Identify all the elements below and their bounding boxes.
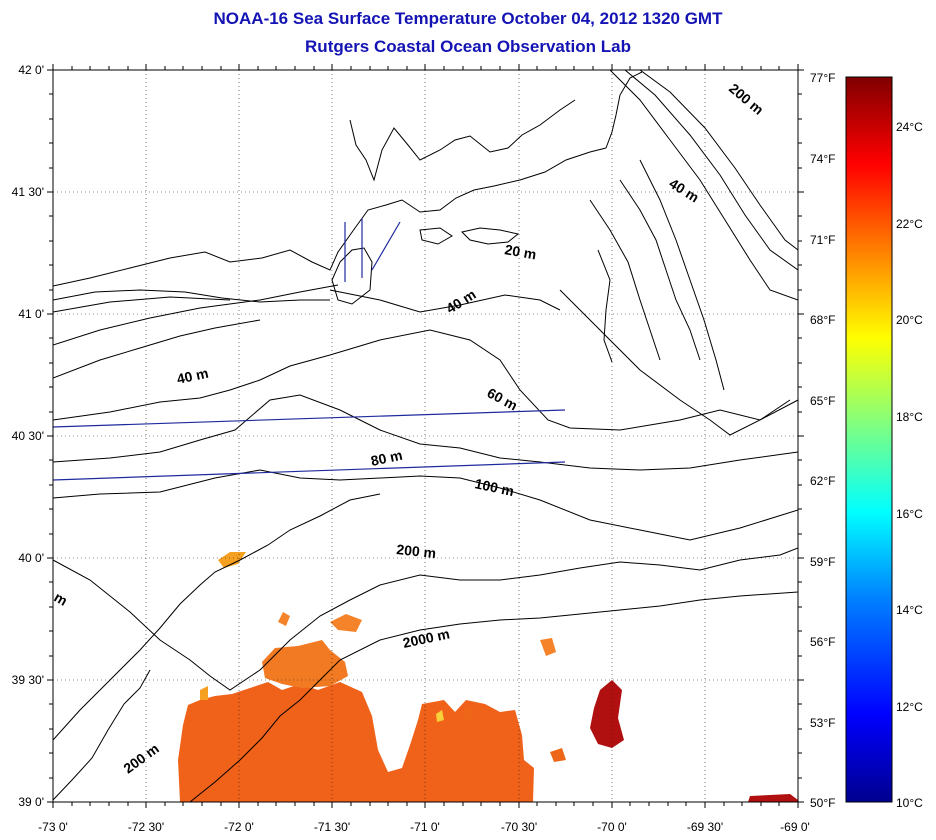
longitude-labels: -73 0' -72 30' -72 0' -71 30' -71 0' -70… [38,820,810,834]
lon-tick-label: -73 0' [38,820,68,834]
depth-label-40m-west: 40 m [175,365,210,387]
depth-label-60m: 60 m [485,385,521,414]
bathymetry-contours [53,70,798,802]
sst-patch-small-2 [330,614,362,632]
fahrenheit-tick-label: 74°F [810,152,835,166]
transect-lines [52,218,566,481]
shoals-east-3 [639,159,725,391]
lon-tick-label: -69 0' [780,820,810,834]
contour-100m [53,469,798,541]
contour-200m-shelf [53,547,798,691]
fahrenheit-tick-label: 59°F [810,555,835,569]
sst-patch-shelf [218,552,246,568]
lon-tick-label: -72 30' [128,820,164,834]
celsius-tick-label: 24°C [896,120,923,134]
lat-tick-label: 39 30' [12,673,44,687]
lat-tick-label: 42 0' [18,63,44,77]
contour-60m [53,329,798,431]
fahrenheit-tick-label: 56°F [810,635,835,649]
lat-tick-label: 41 30' [12,185,44,199]
sst-patch-small-5 [550,748,566,762]
contour-2000m [189,591,798,802]
lon-tick-label: -71 30' [314,820,350,834]
sst-patch-northern [262,640,348,688]
contour-40m-arm-2 [53,319,261,379]
map-subtitle: Rutgers Coastal Ocean Observation Lab [305,37,631,56]
sst-patch-yellow [436,710,444,722]
shoals-east-2 [619,179,701,361]
frame-ticks [47,64,804,808]
depth-label-80m: 80 m [369,447,404,469]
sst-patch-small-4 [462,706,474,722]
celsius-tick-label: 12°C [896,700,923,714]
shoals-east-4 [597,249,613,363]
sst-patch-small-3 [540,638,556,656]
depth-label-40m-mid: 40 m [443,286,479,316]
depth-label-100m: 100 m [473,475,515,499]
latitude-labels: 42 0' 41 30' 41 0' 40 30' 40 0' 39 30' 3… [12,63,44,809]
celsius-tick-label: 16°C [896,507,923,521]
fahrenheit-tick-label: 65°F [810,394,835,408]
sst-patch-eastern-warm [590,680,624,748]
celsius-tick-label: 14°C [896,603,923,617]
fahrenheit-tick-label: 68°F [810,313,835,327]
fahrenheit-labels: 77°F 74°F 71°F 68°F 65°F 62°F 59°F 56°F … [810,71,835,810]
celsius-tick-label: 18°C [896,410,923,424]
contour-deep-sw [53,669,151,801]
contour-40m-arm [53,284,339,346]
depth-label-20m: 20 m [503,241,537,262]
contour-40m-east [559,289,791,436]
lat-tick-label: 39 0' [18,795,44,809]
sst-patch-small-6 [200,686,208,700]
fahrenheit-tick-label: 77°F [810,71,835,85]
celsius-tick-label: 22°C [896,217,923,231]
fahrenheit-tick-label: 62°F [810,474,835,488]
depth-label-group: 200 m 40 m 20 m 40 m 40 m 60 m 80 m 100 … [52,80,767,776]
contour-200m-ne-1 [609,70,798,301]
lon-tick-label: -72 0' [224,820,254,834]
celsius-labels: 24°C 22°C 20°C 18°C 16°C 14°C 12°C 10°C [896,120,923,810]
contour-200m-ne-2 [624,70,798,271]
shoals-east-1 [589,199,661,361]
contour-200m-ne-3 [639,70,798,251]
coastline-north [349,99,576,182]
sst-data-layer [178,552,798,802]
celsius-tick-label: 10°C [896,796,923,810]
sst-patch-se-corner [748,794,798,802]
lat-tick-label: 41 0' [18,307,44,321]
sst-patch-small-1 [278,612,290,626]
contour-80m [53,394,798,471]
map-title: NOAA-16 Sea Surface Temperature October … [213,9,723,28]
islands-martha [419,227,453,245]
depth-label-2000m: 2000 m [401,625,451,651]
lat-tick-label: 40 0' [18,551,44,565]
contour-200m-sw [53,493,381,741]
contour-40m-mid [329,289,561,313]
fahrenheit-tick-label: 71°F [810,233,835,247]
sst-patch-main [178,682,534,802]
islands-nantucket [461,227,520,245]
island-block [331,247,373,305]
lat-tick-label: 40 30' [12,429,44,443]
fahrenheit-tick-label: 53°F [810,716,835,730]
coastline-south [53,147,607,287]
cape-cod [605,71,643,149]
long-island-south [53,296,231,313]
lon-tick-label: -70 0' [597,820,627,834]
celsius-tick-label: 20°C [896,313,923,327]
depth-label-m-edge: m [52,589,71,609]
long-island-north [53,289,330,303]
map-grid [53,70,798,802]
lon-tick-label: -69 30' [687,820,723,834]
fahrenheit-tick-label: 50°F [810,796,835,810]
lon-tick-label: -70 30' [501,820,537,834]
colorbar [845,76,893,803]
depth-label-200m-sw: 200 m [120,740,162,776]
depth-label-40m-ne: 40 m [666,175,702,205]
depth-label-200m-ne: 200 m [726,80,767,118]
lon-tick-label: -71 0' [410,820,440,834]
depth-label-200m-mid: 200 m [396,541,437,561]
